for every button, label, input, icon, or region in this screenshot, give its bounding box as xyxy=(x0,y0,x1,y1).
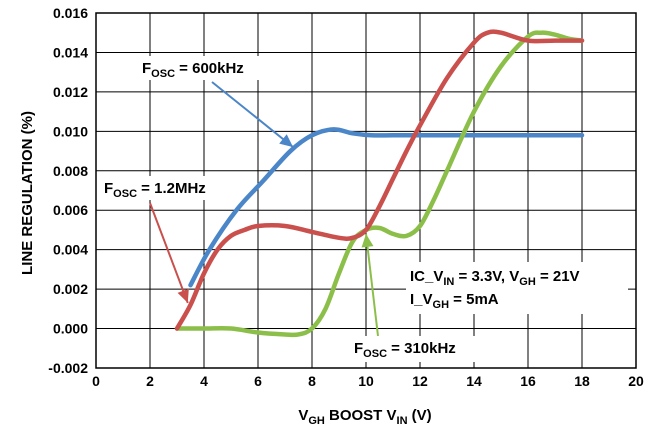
series-line-310khz xyxy=(174,30,585,338)
y-tick-label: 0.012 xyxy=(53,84,88,100)
x-tick-labels: 0 2 4 6 8 10 12 14 16 18 20 xyxy=(92,373,644,389)
y-tick-label: 0.000 xyxy=(53,321,88,337)
x-tick-label: 20 xyxy=(628,373,644,389)
annotation-1-2mhz: FOSC = 1.2MHz xyxy=(104,180,206,200)
arrow-600khz-shaft xyxy=(211,81,294,148)
y-tick-label: 0.010 xyxy=(53,123,88,139)
x-axis-title: VGH BOOST VIN (V) xyxy=(298,407,431,427)
series-layer xyxy=(174,29,585,338)
y-tick-labels: -0.002 0.000 0.002 0.004 0.006 0.008 0.010 0.01… xyxy=(48,5,88,376)
y-tick-label: 0.008 xyxy=(53,163,88,179)
arrow-310khz-shaft xyxy=(365,233,379,337)
x-tick-label: 0 xyxy=(92,373,100,389)
arrow-1-2mhz-shaft xyxy=(149,202,189,304)
x-tick-label: 16 xyxy=(520,373,536,389)
y-tick-label: 0.004 xyxy=(53,242,88,258)
annotation-600khz: FOSC = 600kHz xyxy=(142,60,244,80)
annotation-arrows xyxy=(149,81,379,337)
x-tick-label: 4 xyxy=(200,373,208,389)
series-line-600khz xyxy=(188,127,585,288)
x-tick-label: 12 xyxy=(412,373,428,389)
conditions-box xyxy=(406,262,628,314)
x-tick-label: 14 xyxy=(466,373,482,389)
x-tick-label: 8 xyxy=(308,373,316,389)
y-tick-label: 0.014 xyxy=(53,44,88,60)
series-line-1-2mhz xyxy=(174,29,585,331)
annotation-600khz-box xyxy=(138,56,288,80)
x-tick-label: 18 xyxy=(574,373,590,389)
y-tick-label: 0.006 xyxy=(53,202,88,218)
annotation-310khz: FOSC = 310kHz xyxy=(354,340,456,360)
conditions-line-1: IC_VIN = 3.3V, VGH = 21V xyxy=(410,268,580,288)
y-tick-label: 0.002 xyxy=(53,281,88,297)
conditions-line-2: I_VGH = 5mA xyxy=(410,291,499,311)
annotation-310khz-box xyxy=(350,336,500,362)
y-tick-label: -0.002 xyxy=(48,360,88,376)
y-tick-label: 0.016 xyxy=(53,5,88,21)
x-tick-label: 6 xyxy=(254,373,262,389)
arrow-1-2mhz-head xyxy=(177,288,189,303)
x-tick-label: 2 xyxy=(146,373,154,389)
arrow-310khz-head xyxy=(361,233,374,248)
plot-frame xyxy=(95,12,637,369)
arrow-600khz-head xyxy=(279,134,294,148)
x-tick-label: 10 xyxy=(358,373,374,389)
y-axis-title: LINE REGULATION (%) xyxy=(19,111,36,275)
annotation-1-2mhz-box xyxy=(100,176,240,200)
